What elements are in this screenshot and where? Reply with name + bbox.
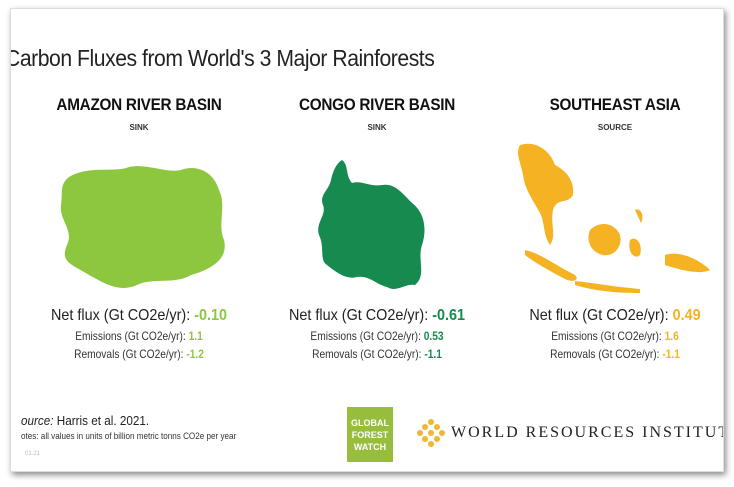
- net-label: Net flux (Gt CO2e/yr):: [50, 307, 195, 324]
- stats: Net flux (Gt CO2e/yr): 0.49 Emissions (G…: [495, 307, 723, 361]
- emissions-value: 1.6: [664, 329, 679, 343]
- notes: otes: all values in units of billion met…: [21, 431, 237, 441]
- net-value: -0.61: [432, 307, 466, 324]
- net-value: -0.10: [194, 307, 228, 324]
- removals-label: Removals (Gt CO2e/yr):: [312, 347, 425, 361]
- net-label: Net flux (Gt CO2e/yr):: [529, 307, 673, 324]
- column-amazon: AMAZON RIVER BASIN SINK Net flux (Gt CO2…: [19, 95, 259, 361]
- stats: Net flux (Gt CO2e/yr): -0.61 Emissions (…: [257, 307, 497, 361]
- emissions-label: Emissions (Gt CO2e/yr):: [310, 329, 424, 343]
- region-name: CONGO RIVER BASIN: [298, 95, 456, 114]
- region-status: SINK: [129, 123, 149, 132]
- column-southeast-asia: SOUTHEAST ASIA SOURCE Net flux (Gt CO2e/…: [495, 95, 723, 361]
- source-citation: ource: Harris et al. 2021.: [21, 413, 149, 428]
- gfw-logo-line: WATCH: [353, 441, 387, 452]
- removals-value: -1.1: [662, 347, 680, 361]
- emissions-value: 1.1: [188, 329, 203, 343]
- removals-label: Removals (Gt CO2e/yr):: [74, 347, 187, 361]
- southeast-asia-map: [518, 143, 710, 293]
- wri-logo-icon: [417, 419, 445, 447]
- congo-map: [318, 160, 425, 289]
- source-label: ource:: [21, 413, 54, 428]
- emissions-value: 0.53: [423, 329, 444, 343]
- removals-label: Removals (Gt CO2e/yr):: [550, 347, 663, 361]
- column-congo: CONGO RIVER BASIN SINK Net flux (Gt CO2e…: [257, 95, 497, 361]
- net-value: 0.49: [672, 307, 701, 324]
- gfw-logo-line: FOREST: [351, 429, 389, 440]
- removals-value: -1.1: [424, 347, 442, 361]
- region-status: SOURCE: [597, 123, 633, 132]
- region-name: SOUTHEAST ASIA: [549, 95, 681, 114]
- infographic: Carbon Fluxes from World's 3 Major Rainf…: [10, 8, 724, 472]
- date: 01.21: [25, 451, 41, 457]
- region-name: AMAZON RIVER BASIN: [56, 95, 222, 114]
- region-status: SINK: [367, 123, 387, 132]
- source-text: Harris et al. 2021.: [53, 413, 150, 428]
- wri-logo-text: WORLD RESOURCES INSTITUTE: [451, 424, 724, 441]
- removals-value: -1.2: [186, 347, 204, 361]
- stats: Net flux (Gt CO2e/yr): -0.10 Emissions (…: [19, 307, 259, 361]
- amazon-map: [60, 166, 225, 288]
- emissions-label: Emissions (Gt CO2e/yr):: [75, 329, 189, 343]
- gfw-logo-line: GLOBAL: [351, 417, 389, 428]
- emissions-label: Emissions (Gt CO2e/yr):: [551, 329, 665, 343]
- infographic-title: Carbon Fluxes from World's 3 Major Rainf…: [10, 45, 435, 71]
- global-forest-watch-logo: GLOBAL FOREST WATCH: [347, 407, 393, 462]
- net-label: Net flux (Gt CO2e/yr):: [288, 307, 433, 324]
